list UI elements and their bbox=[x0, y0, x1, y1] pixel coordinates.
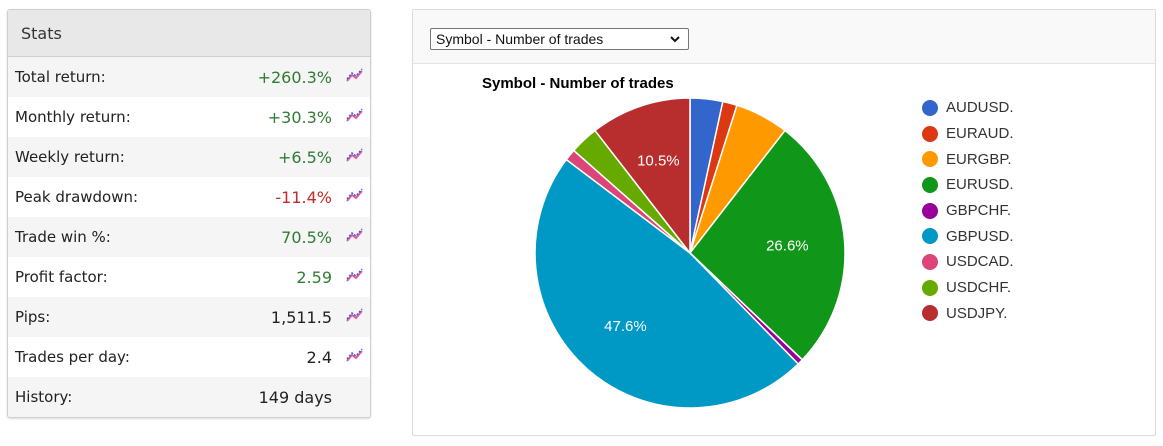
pie-slice-usdjpy[interactable] bbox=[593, 97, 691, 256]
stat-value: 149 days bbox=[258, 387, 332, 407]
stats-list: Total return: +260.3% Monthly return: +30.3… bbox=[8, 57, 370, 417]
stat-value: -11.4% bbox=[275, 187, 332, 207]
stat-row: Trade win %: 70.5% bbox=[8, 217, 370, 257]
legend-swatch bbox=[922, 176, 938, 193]
pie-chart: 26.6% 47.6% 10.5% bbox=[534, 97, 846, 409]
stat-label: Trades per day: bbox=[15, 348, 130, 366]
trend-chart-icon[interactable] bbox=[345, 268, 365, 284]
stat-label: Monthly return: bbox=[15, 108, 131, 126]
legend-item[interactable]: GBPUSD. bbox=[922, 223, 1014, 249]
stat-label: History: bbox=[15, 388, 73, 406]
stat-label: Pips: bbox=[15, 308, 51, 326]
stat-value: 70.5% bbox=[281, 227, 332, 247]
stat-label: Peak drawdown: bbox=[15, 188, 139, 206]
legend-label: USDJPY. bbox=[946, 304, 1008, 322]
legend-label: EURAUD. bbox=[946, 125, 1014, 143]
chart-title: Symbol - Number of trades bbox=[482, 75, 674, 92]
chart-select-value: Symbol - Number of trades bbox=[436, 31, 604, 47]
trend-chart-icon[interactable] bbox=[345, 228, 365, 244]
pie-data-label: 10.5% bbox=[637, 153, 680, 170]
pie-slice-eurusd[interactable] bbox=[688, 129, 846, 361]
legend-swatch bbox=[922, 305, 938, 322]
stat-value: 2.4 bbox=[306, 347, 332, 367]
stats-header: Stats bbox=[8, 10, 370, 57]
chart-panel: Symbol - Number of trades Symbol - Numbe… bbox=[412, 9, 1156, 436]
stat-value: +260.3% bbox=[257, 67, 332, 87]
stat-label: Weekly return: bbox=[15, 148, 125, 166]
stat-row: Profit factor: 2.59 bbox=[8, 257, 370, 297]
legend-item[interactable]: GBPCHF. bbox=[922, 198, 1014, 224]
trend-chart-icon[interactable] bbox=[345, 188, 365, 204]
legend-label: EURUSD. bbox=[946, 176, 1014, 194]
trend-chart-icon[interactable] bbox=[345, 308, 365, 324]
stat-row: Monthly return: +30.3% bbox=[8, 97, 370, 137]
trend-chart-icon[interactable] bbox=[345, 108, 365, 124]
legend-swatch bbox=[922, 279, 938, 296]
legend-label: GBPCHF. bbox=[946, 202, 1012, 220]
pie-slice-gbpusd[interactable] bbox=[534, 158, 800, 409]
stat-label: Trade win %: bbox=[15, 228, 111, 246]
chevron-down-icon bbox=[670, 36, 680, 43]
legend-item[interactable]: EURUSD. bbox=[922, 172, 1014, 198]
legend-item[interactable]: EURGBP. bbox=[922, 146, 1014, 172]
stat-value: +30.3% bbox=[267, 107, 332, 127]
legend-swatch bbox=[922, 125, 938, 142]
legend-item[interactable]: USDJPY. bbox=[922, 301, 1014, 327]
legend-item[interactable]: AUDUSD. bbox=[922, 95, 1014, 121]
legend-item[interactable]: USDCAD. bbox=[922, 249, 1014, 275]
stat-value: +6.5% bbox=[277, 147, 332, 167]
stat-value: 1,511.5 bbox=[270, 307, 332, 327]
legend-label: GBPUSD. bbox=[946, 227, 1014, 245]
legend-label: EURGBP. bbox=[946, 150, 1012, 168]
trend-chart-icon[interactable] bbox=[345, 148, 365, 164]
legend-swatch bbox=[922, 151, 938, 168]
legend-label: USDCHF. bbox=[946, 279, 1012, 297]
legend-swatch bbox=[922, 253, 938, 270]
stat-row: Peak drawdown: -11.4% bbox=[8, 177, 370, 217]
pie-data-label: 26.6% bbox=[766, 238, 809, 255]
legend-label: AUDUSD. bbox=[946, 99, 1014, 117]
stat-value: 2.59 bbox=[296, 267, 332, 287]
stat-row: Trades per day: 2.4 bbox=[8, 337, 370, 377]
legend-swatch bbox=[922, 228, 938, 245]
chart-type-select[interactable]: Symbol - Number of trades bbox=[430, 28, 689, 50]
stat-row: Weekly return: +6.5% bbox=[8, 137, 370, 177]
stat-label: Total return: bbox=[15, 68, 106, 86]
stat-row: History: 149 days bbox=[8, 377, 370, 417]
stat-label: Profit factor: bbox=[15, 268, 108, 286]
legend-item[interactable]: USDCHF. bbox=[922, 275, 1014, 301]
trend-chart-icon[interactable] bbox=[345, 68, 365, 84]
legend-item[interactable]: EURAUD. bbox=[922, 121, 1014, 147]
chart-legend: AUDUSD. EURAUD. EURGBP. EURUSD. GBPCHF. GBPUS… bbox=[922, 95, 1014, 326]
pie-data-label: 47.6% bbox=[604, 318, 647, 335]
stats-panel: Stats Total return: +260.3% Monthly return… bbox=[7, 9, 371, 418]
trend-chart-icon[interactable] bbox=[345, 348, 365, 364]
stat-row: Total return: +260.3% bbox=[8, 57, 370, 97]
legend-swatch bbox=[922, 99, 938, 116]
legend-label: USDCAD. bbox=[946, 253, 1014, 271]
legend-swatch bbox=[922, 202, 938, 219]
stat-row: Pips: 1,511.5 bbox=[8, 297, 370, 337]
